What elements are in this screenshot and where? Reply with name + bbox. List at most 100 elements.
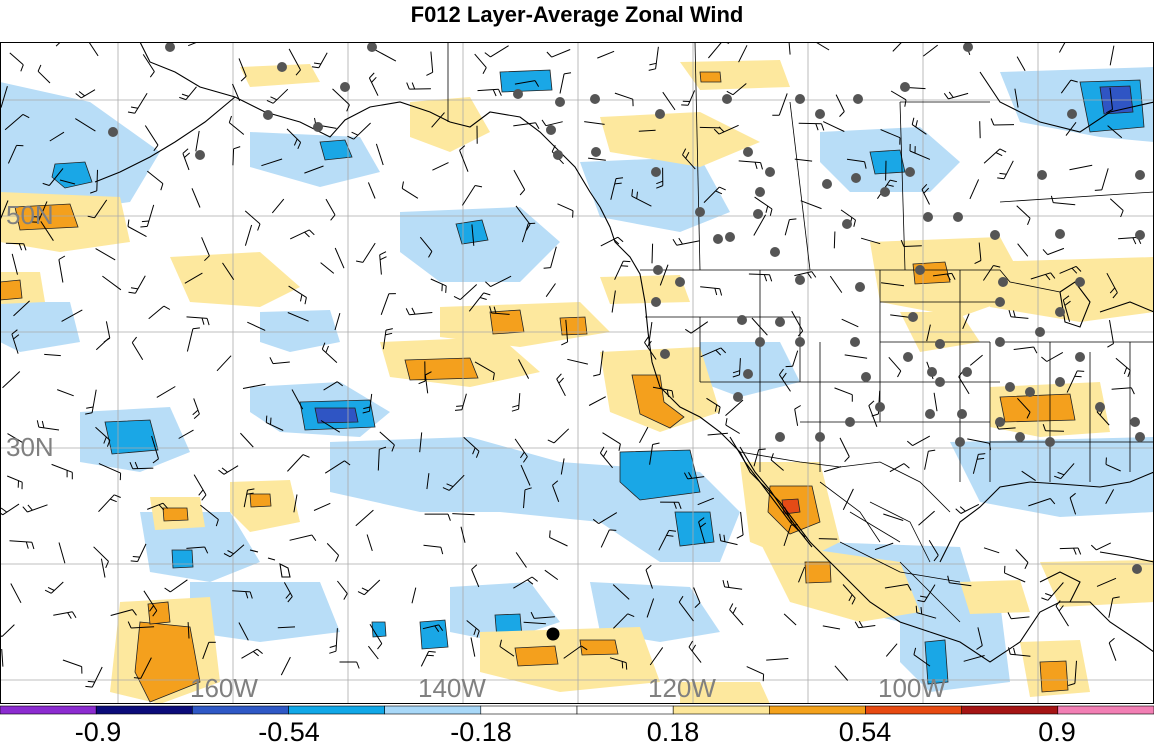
wind-barb xyxy=(1,648,4,667)
wind-barb xyxy=(62,659,83,674)
wind-barb xyxy=(10,583,22,604)
station-dot xyxy=(1055,229,1065,239)
wind-barb xyxy=(265,415,284,431)
wind-barb xyxy=(700,347,727,358)
wind-barb xyxy=(186,327,200,352)
wind-barb xyxy=(379,431,395,452)
station-dot xyxy=(555,97,565,107)
wind-barb xyxy=(95,248,116,261)
station-dot xyxy=(842,219,852,229)
wind-barb xyxy=(357,579,381,596)
wind-barb xyxy=(148,305,171,320)
colorbar-label-pos-0-54: 0.54 xyxy=(839,717,892,743)
wind-barb xyxy=(693,587,701,608)
wind-barb xyxy=(420,650,436,667)
wind-barb xyxy=(320,420,341,433)
wind-barb xyxy=(232,146,241,166)
wind-barb xyxy=(375,143,384,166)
wind-barb xyxy=(725,399,744,416)
wind-barb xyxy=(928,539,939,562)
wind-barb xyxy=(1054,463,1075,480)
wind-barb xyxy=(287,312,309,322)
wind-barb xyxy=(983,547,1000,554)
wind-barb xyxy=(362,393,373,414)
colorbar-swatches xyxy=(0,705,1154,715)
wind-barb xyxy=(453,284,478,301)
wind-barb xyxy=(683,471,705,480)
station-dot xyxy=(915,265,925,275)
station-dot xyxy=(655,109,665,119)
wind-barb xyxy=(9,540,35,550)
highlight-marker xyxy=(546,627,560,641)
wind-barb xyxy=(286,128,302,150)
colorbar-swatch xyxy=(576,705,674,715)
wind-barb xyxy=(818,538,838,540)
wind-barb xyxy=(195,130,200,152)
station-dot xyxy=(1045,437,1055,447)
wind-barb xyxy=(906,87,926,90)
wind-barb xyxy=(477,88,502,97)
station-dot xyxy=(367,42,377,52)
station-dot xyxy=(277,62,287,72)
wind-barb xyxy=(523,621,546,625)
station-dot xyxy=(927,367,937,377)
station-dot xyxy=(651,167,661,177)
wind-barb xyxy=(100,558,106,578)
station-dot xyxy=(957,409,967,419)
wind-barb xyxy=(243,488,255,508)
wind-barb xyxy=(58,542,66,564)
wind-barb xyxy=(963,655,985,662)
wind-barb xyxy=(332,88,350,112)
wind-barb xyxy=(401,181,419,199)
wind-barb xyxy=(49,131,65,142)
wind-barb xyxy=(430,278,447,293)
station-dot xyxy=(903,352,913,362)
wind-barb xyxy=(1096,577,1117,587)
wind-barb xyxy=(822,121,845,132)
wind-barb xyxy=(1016,205,1031,225)
wind-barb xyxy=(1115,357,1131,378)
station-dot xyxy=(923,212,933,222)
station-dot xyxy=(850,337,860,347)
wind-barb xyxy=(748,273,773,282)
wind-barb xyxy=(193,474,207,501)
wind-barb xyxy=(459,145,469,172)
wind-barb xyxy=(824,466,842,473)
wind-barb xyxy=(337,580,348,600)
wind-barb xyxy=(40,221,54,241)
wind-barb xyxy=(560,458,565,475)
station-dot xyxy=(1095,402,1105,412)
wind-barb xyxy=(147,502,169,511)
wind-barb xyxy=(468,292,491,312)
wind-barb xyxy=(917,584,936,603)
wind-barb xyxy=(700,286,723,296)
station-dot xyxy=(990,230,1000,240)
wind-barb xyxy=(406,82,431,90)
wind-barb xyxy=(411,587,417,604)
station-dot xyxy=(963,42,973,52)
wind-barb xyxy=(0,86,8,108)
wind-barb xyxy=(188,42,199,47)
wind-barb xyxy=(232,83,241,102)
wind-barb xyxy=(216,355,232,372)
colorbar-swatch xyxy=(480,705,578,715)
wind-barb xyxy=(842,584,856,605)
wind-barb xyxy=(426,473,430,490)
wind-barb xyxy=(127,93,148,114)
station-dot xyxy=(733,392,743,402)
wind-barb xyxy=(131,336,144,360)
wind-barb xyxy=(602,432,621,451)
station-dot xyxy=(900,82,910,92)
station-dot xyxy=(1015,432,1025,442)
wind-barb xyxy=(751,317,768,336)
wind-barb xyxy=(291,389,304,410)
wind-barb xyxy=(289,534,317,541)
station-dot xyxy=(165,42,175,52)
wind-barb xyxy=(884,583,912,591)
wind-barb xyxy=(182,148,191,171)
wind-barb xyxy=(658,529,677,551)
wind-barb xyxy=(699,126,721,129)
wind-barb xyxy=(962,313,970,329)
wind-barb xyxy=(915,605,937,619)
wind-barb xyxy=(639,426,649,444)
